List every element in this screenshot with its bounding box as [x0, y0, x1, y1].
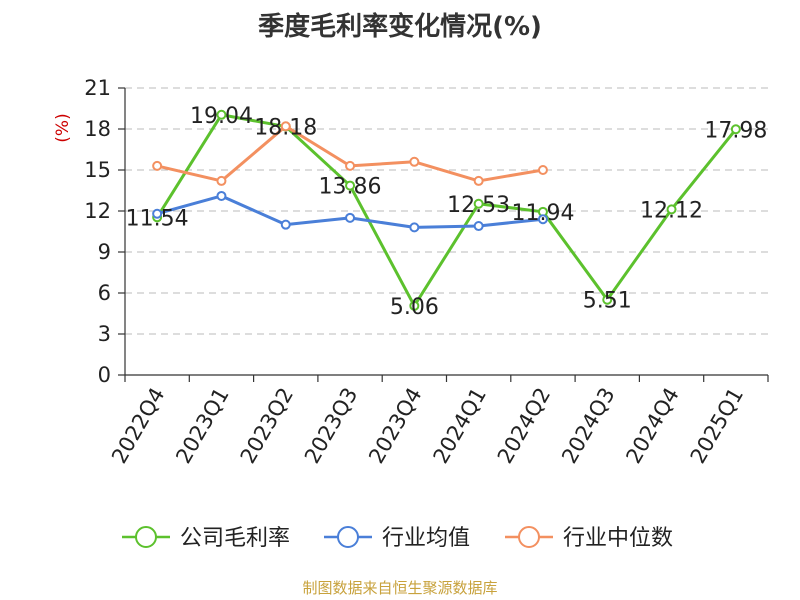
data-point — [602, 294, 613, 305]
axes — [118, 87, 769, 382]
data-label: 5.06 — [390, 295, 439, 320]
data-point — [345, 180, 356, 191]
series-line-0 — [155, 113, 738, 308]
data-point — [216, 175, 227, 186]
chart-title: 季度毛利率变化情况(%) — [258, 12, 542, 42]
x-tick-label: 2024Q3 — [557, 384, 619, 468]
data-label: 17.98 — [704, 118, 767, 143]
data-point — [537, 165, 548, 175]
data-point — [152, 208, 163, 219]
data-point — [473, 221, 484, 232]
data-label: 11.94 — [511, 201, 574, 226]
legend: 公司毛利率 行业均值 行业中位数 — [122, 526, 673, 551]
x-tick-label: 2025Q1 — [686, 384, 748, 468]
data-point — [730, 124, 741, 135]
data-point — [666, 204, 677, 215]
data-label: 12.12 — [640, 198, 703, 223]
x-tick-label: 2024Q2 — [493, 384, 555, 468]
x-tick-label: 2024Q4 — [621, 384, 683, 468]
data-point — [537, 214, 548, 225]
legend-marker — [518, 526, 540, 548]
y-tick-label: 6 — [98, 281, 111, 305]
data-point — [280, 121, 291, 132]
x-tick-labels: 2022Q4 2023Q1 2023Q2 2023Q3 2023Q4 2024Q1 2024… — [107, 384, 748, 468]
data-label: 12.53 — [447, 193, 510, 218]
data-point — [409, 300, 420, 311]
x-tick-label: 2023Q1 — [171, 384, 233, 468]
series-line-2 — [156, 124, 544, 183]
data-point — [473, 175, 484, 186]
legend-marker — [135, 526, 157, 548]
series-group — [152, 109, 741, 311]
legend-marker — [337, 526, 359, 548]
legend-label: 行业均值 — [382, 526, 470, 551]
data-point — [280, 219, 291, 230]
data-labels: 11.54 19.04 18.18 13.86 5.06 12.53 11.94 5.51 12… — [126, 104, 768, 320]
legend-label: 公司毛利率 — [180, 526, 290, 551]
y-axis-label: (%) — [53, 113, 73, 142]
y-tick-label: 15 — [84, 158, 111, 182]
x-tick-label: 2023Q4 — [364, 384, 426, 468]
x-tick-label: 2023Q2 — [236, 384, 298, 468]
x-tick-label: 2022Q4 — [107, 384, 169, 468]
y-tick-label: 12 — [84, 199, 111, 223]
data-point — [473, 198, 484, 209]
y-tick-label: 3 — [98, 322, 111, 346]
data-label: 11.54 — [126, 206, 189, 231]
y-tick-label: 21 — [84, 76, 111, 100]
x-tick-label: 2024Q1 — [429, 384, 491, 468]
data-point — [409, 156, 420, 167]
data-point — [216, 109, 227, 120]
data-label: 18.18 — [254, 116, 317, 141]
data-point — [345, 160, 356, 171]
data-point — [409, 222, 420, 233]
y-tick-label: 9 — [98, 240, 111, 264]
data-point — [152, 160, 163, 171]
y-tick-label: 0 — [98, 363, 111, 387]
y-tick-label: 18 — [84, 117, 111, 141]
data-label: 13.86 — [319, 175, 382, 200]
data-label: 19.04 — [190, 104, 253, 129]
data-label: 5.51 — [583, 289, 632, 314]
data-point — [216, 190, 227, 201]
legend-label: 行业中位数 — [563, 526, 673, 551]
data-point — [345, 212, 356, 223]
x-tick-label: 2023Q3 — [300, 384, 362, 468]
y-tick-labels: 0 3 6 9 12 15 18 21 — [84, 76, 111, 387]
source-note: 制图数据来自恒生聚源数据库 — [302, 579, 498, 597]
